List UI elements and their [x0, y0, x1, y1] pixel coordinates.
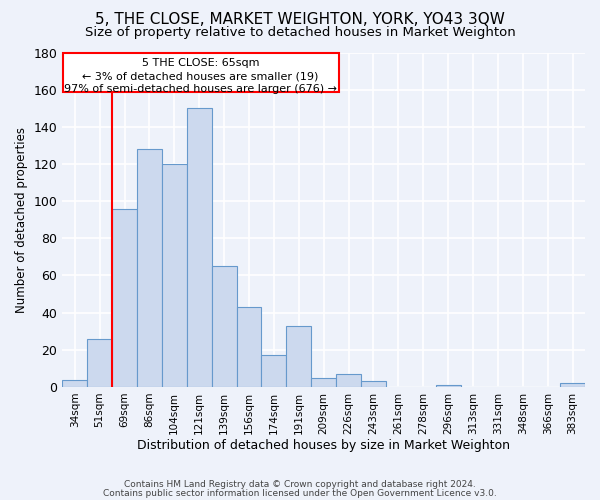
- Bar: [311, 378, 336, 387]
- FancyBboxPatch shape: [63, 52, 338, 92]
- Bar: [87, 338, 112, 387]
- Bar: [62, 380, 87, 387]
- Text: Contains HM Land Registry data © Crown copyright and database right 2024.: Contains HM Land Registry data © Crown c…: [124, 480, 476, 489]
- Bar: [112, 208, 137, 387]
- Text: 97% of semi-detached houses are larger (676) →: 97% of semi-detached houses are larger (…: [64, 84, 337, 94]
- Bar: [236, 307, 262, 387]
- Text: 5 THE CLOSE: 65sqm: 5 THE CLOSE: 65sqm: [142, 58, 259, 68]
- Bar: [336, 374, 361, 387]
- Bar: [262, 356, 286, 387]
- Bar: [436, 385, 461, 387]
- Bar: [187, 108, 212, 387]
- Bar: [286, 326, 311, 387]
- X-axis label: Distribution of detached houses by size in Market Weighton: Distribution of detached houses by size …: [137, 440, 510, 452]
- Bar: [361, 382, 386, 387]
- Text: Contains public sector information licensed under the Open Government Licence v3: Contains public sector information licen…: [103, 488, 497, 498]
- Bar: [137, 149, 162, 387]
- Text: ← 3% of detached houses are smaller (19): ← 3% of detached houses are smaller (19): [82, 71, 319, 81]
- Bar: [560, 383, 585, 387]
- Y-axis label: Number of detached properties: Number of detached properties: [15, 126, 28, 312]
- Text: 5, THE CLOSE, MARKET WEIGHTON, YORK, YO43 3QW: 5, THE CLOSE, MARKET WEIGHTON, YORK, YO4…: [95, 12, 505, 28]
- Bar: [212, 266, 236, 387]
- Bar: [162, 164, 187, 387]
- Text: Size of property relative to detached houses in Market Weighton: Size of property relative to detached ho…: [85, 26, 515, 39]
